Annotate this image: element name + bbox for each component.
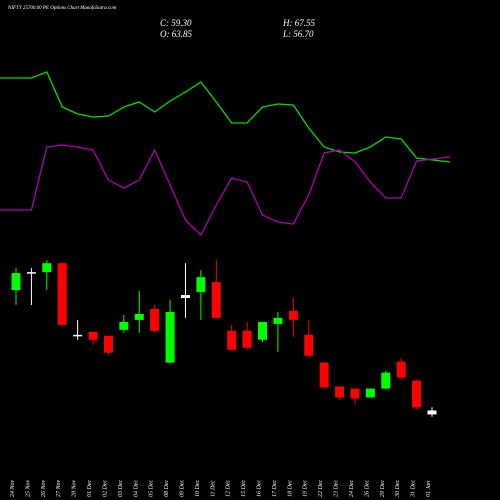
candle-body [88,331,98,340]
candle-body [365,388,375,398]
x-tick-label: 01 Jan [426,481,432,497]
x-tick-label: 24 Nov [9,479,16,497]
header-open: O: 63.85 [160,29,192,39]
x-tick-label: 15 Dec [241,480,247,497]
x-tick-label: 10 Dec [195,480,201,497]
x-tick-label: 05 Dec [149,480,155,497]
candle-body [335,386,345,398]
x-tick-label: 02 Dec [102,480,108,497]
candle-body [42,263,52,273]
x-tick-label: 16 Dec [257,480,263,497]
candle-body [150,309,160,331]
x-tick-label: 31 Dec [411,480,417,498]
candle-body [26,272,36,274]
candle-body [412,380,422,408]
candle-body [11,273,21,291]
candle-body [319,362,329,388]
candle-body [288,310,298,320]
candle-body [57,263,67,325]
x-tick-label: 29 Dec [380,480,386,497]
candle-body [165,311,175,363]
x-tick-label: 09 Dec [179,480,185,497]
candle-body [196,277,206,293]
candle-body [119,321,129,330]
candle-body [258,321,268,340]
x-tick-label: 27 Nov [56,479,62,497]
candle-body [396,361,406,378]
x-tick-label: 11 Dec [210,480,216,497]
header-high: H: 67.55 [282,18,315,28]
candle-body [180,295,190,299]
candle-body [381,372,391,389]
candle-body [273,317,283,324]
indicator-line [0,71,451,163]
x-tick-label: 26 Dec [364,480,370,497]
candle-body [73,334,83,337]
candle-body [242,330,252,348]
x-tick-label: 23 Dec [334,480,340,497]
x-tick-label: 04 Dec [132,480,139,497]
x-tick-label: 28 Nov [72,479,78,497]
x-tick-label: 26 Nov [41,479,47,497]
candle-body [134,313,144,320]
candle-body [103,335,113,353]
candle-body [304,334,314,356]
candle-body [211,282,221,318]
x-tick-label: 25 Nov [25,479,31,497]
x-tick-label: 19 Dec [303,480,309,497]
x-tick-label: 30 Dec [395,480,401,498]
x-tick-label: 01 Dec [87,480,93,497]
x-tick-label: 22 Dec [318,480,324,497]
x-tick-label: 17 Dec [272,480,278,497]
candle-body [350,388,360,399]
x-tick-label: 12 Dec [226,480,232,497]
candle-body [427,410,437,415]
header-close: C: 59.30 [160,18,192,28]
chart-title: NIFTY 25700.00 PE Options Chart MunafaSu… [7,6,117,11]
candle-body [227,330,237,350]
header-low: L: 56.70 [282,29,314,39]
x-tick-label: 08 Dec [164,480,170,497]
x-tick-label: 03 Dec [118,480,124,497]
x-tick-label: 24 Dec [348,480,355,497]
x-tick-label: 18 Dec [287,480,293,497]
indicator-line [0,144,451,237]
